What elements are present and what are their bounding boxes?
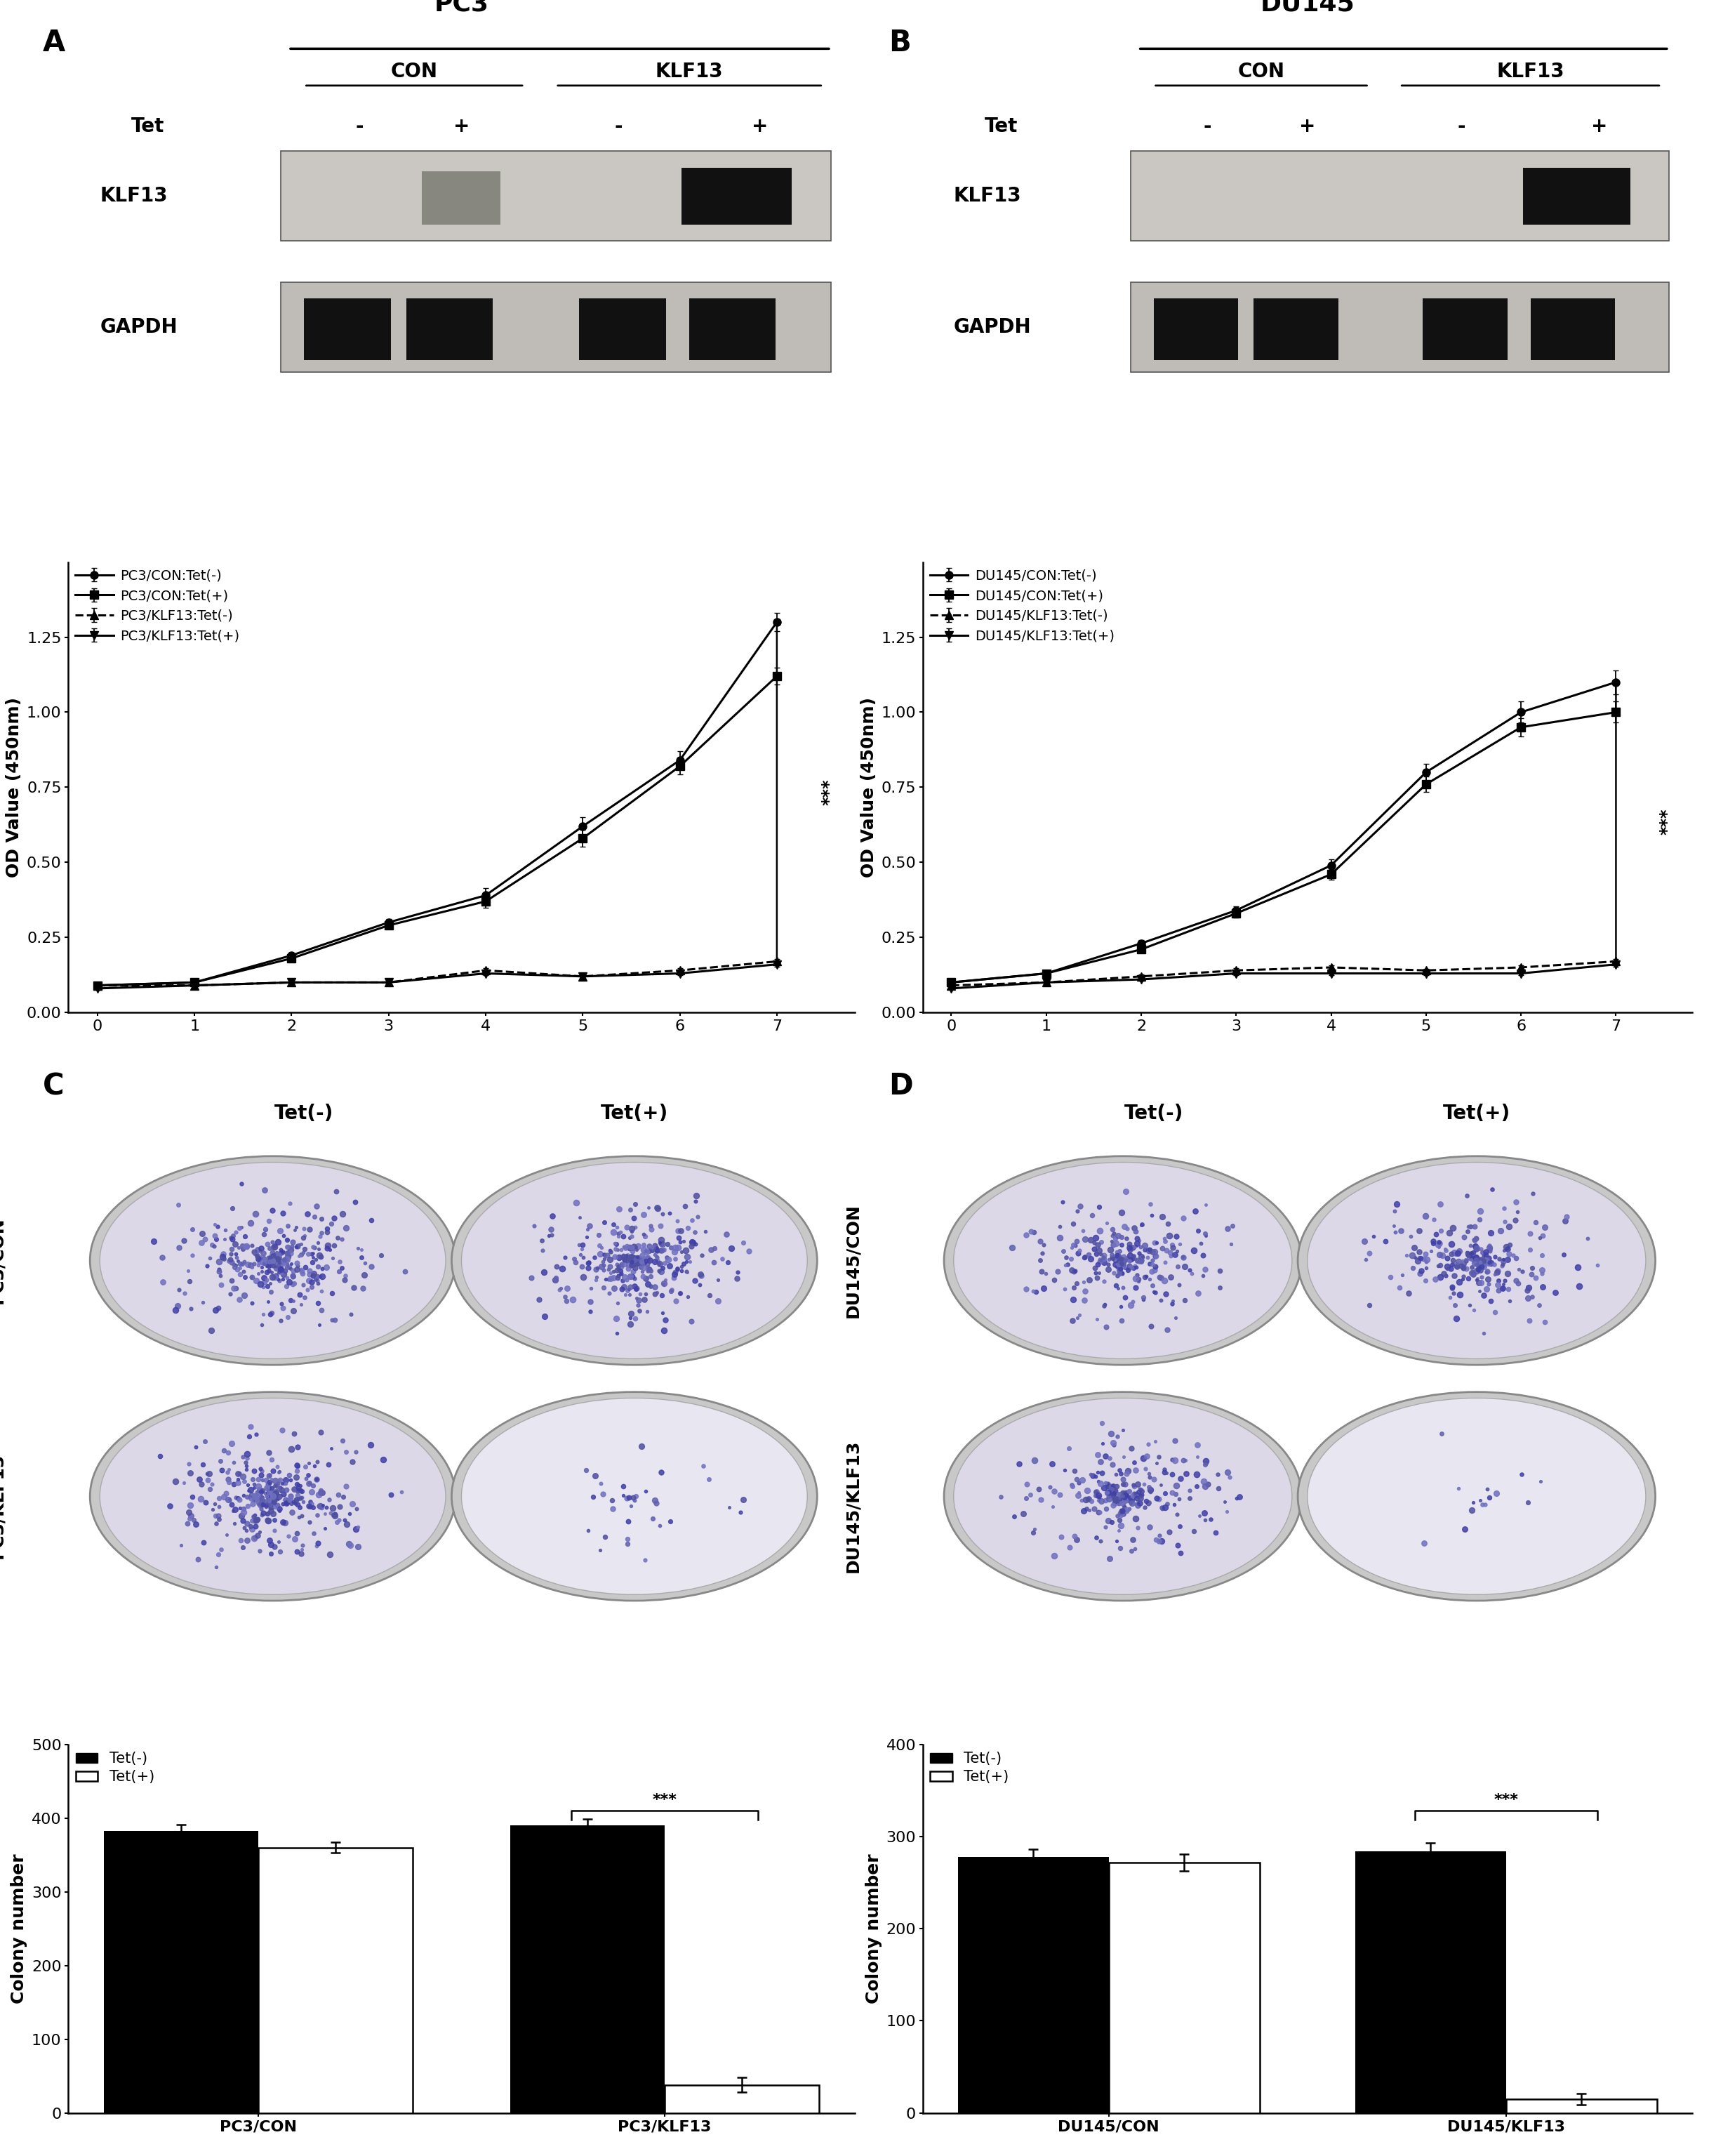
- Text: A: A: [43, 28, 65, 58]
- Bar: [1506, 2100, 1658, 2113]
- Text: KLF13: KLF13: [1497, 63, 1564, 82]
- Ellipse shape: [451, 1156, 817, 1365]
- Text: -: -: [355, 116, 364, 136]
- Y-axis label: OD Value (450nm): OD Value (450nm): [860, 696, 877, 877]
- Ellipse shape: [1307, 1162, 1646, 1358]
- Y-axis label: Colony number: Colony number: [865, 1854, 882, 2003]
- Bar: [1131, 282, 1668, 373]
- Text: +: +: [752, 116, 769, 136]
- Ellipse shape: [1297, 1156, 1656, 1365]
- Text: Tet(-): Tet(-): [275, 1104, 333, 1123]
- Text: KLF13: KLF13: [656, 63, 723, 82]
- Text: D: D: [889, 1072, 913, 1102]
- Bar: [682, 168, 791, 224]
- Text: Tet: Tet: [132, 116, 164, 136]
- Text: DU145/KLF13: DU145/KLF13: [844, 1440, 861, 1572]
- Text: DU145: DU145: [1260, 0, 1355, 15]
- Text: -: -: [615, 116, 622, 136]
- Text: C: C: [43, 1072, 65, 1102]
- Ellipse shape: [461, 1162, 807, 1358]
- Text: ***: ***: [1494, 1794, 1518, 1807]
- Text: +: +: [1591, 116, 1608, 136]
- Ellipse shape: [943, 1156, 1302, 1365]
- Text: +: +: [453, 116, 470, 136]
- Bar: [1424, 298, 1507, 360]
- Text: -: -: [1458, 116, 1465, 136]
- Y-axis label: OD Value (450nm): OD Value (450nm): [5, 696, 22, 877]
- Text: PC3/KLF13: PC3/KLF13: [0, 1453, 5, 1559]
- Legend: DU145/CON:Tet(-), DU145/CON:Tet(+), DU145/KLF13:Tet(-), DU145/KLF13:Tet(+): DU145/CON:Tet(-), DU145/CON:Tet(+), DU14…: [930, 569, 1114, 642]
- Legend: Tet(-), Tet(+): Tet(-), Tet(+): [930, 1751, 1008, 1785]
- Ellipse shape: [451, 1393, 817, 1600]
- Bar: [280, 151, 831, 241]
- Bar: [511, 1826, 665, 2113]
- Bar: [1154, 298, 1237, 360]
- Bar: [422, 172, 501, 224]
- Bar: [1254, 298, 1338, 360]
- Ellipse shape: [1307, 1397, 1646, 1595]
- Text: Tet(-): Tet(-): [1125, 1104, 1183, 1123]
- Text: KLF13: KLF13: [99, 185, 167, 207]
- Text: ***: ***: [1659, 808, 1675, 834]
- Text: PC3/CON: PC3/CON: [0, 1218, 5, 1304]
- Ellipse shape: [91, 1156, 456, 1365]
- Bar: [665, 2085, 819, 2113]
- Ellipse shape: [91, 1393, 456, 1600]
- Text: DU145/CON: DU145/CON: [844, 1203, 861, 1317]
- Text: B: B: [889, 28, 911, 58]
- Text: Tet: Tet: [984, 116, 1017, 136]
- Text: Tet(+): Tet(+): [1442, 1104, 1511, 1123]
- Bar: [407, 298, 492, 360]
- Bar: [1531, 298, 1615, 360]
- Bar: [1523, 168, 1630, 224]
- Text: ***: ***: [653, 1794, 677, 1807]
- Text: CON: CON: [391, 63, 438, 82]
- Ellipse shape: [99, 1397, 446, 1595]
- Legend: PC3/CON:Tet(-), PC3/CON:Tet(+), PC3/KLF13:Tet(-), PC3/KLF13:Tet(+): PC3/CON:Tet(-), PC3/CON:Tet(+), PC3/KLF1…: [75, 569, 239, 642]
- Legend: Tet(-), Tet(+): Tet(-), Tet(+): [75, 1751, 154, 1785]
- Ellipse shape: [1297, 1393, 1656, 1600]
- Ellipse shape: [99, 1162, 446, 1358]
- Bar: [1355, 1852, 1506, 2113]
- Bar: [1131, 151, 1668, 241]
- Text: CON: CON: [1237, 63, 1285, 82]
- Text: PC3: PC3: [434, 0, 489, 15]
- Ellipse shape: [954, 1397, 1292, 1595]
- Text: KLF13: KLF13: [954, 185, 1022, 207]
- Bar: [957, 1856, 1109, 2113]
- Ellipse shape: [461, 1397, 807, 1595]
- Ellipse shape: [954, 1162, 1292, 1358]
- Bar: [304, 298, 391, 360]
- Bar: [280, 282, 831, 373]
- Text: Tet(+): Tet(+): [600, 1104, 668, 1123]
- Text: +: +: [1299, 116, 1316, 136]
- Bar: [1109, 1863, 1260, 2113]
- Text: -: -: [1203, 116, 1212, 136]
- Bar: [104, 1830, 258, 2113]
- Text: GAPDH: GAPDH: [954, 317, 1031, 336]
- Text: ***: ***: [820, 778, 837, 804]
- Bar: [258, 1848, 412, 2113]
- Y-axis label: Colony number: Colony number: [10, 1854, 27, 2003]
- Text: GAPDH: GAPDH: [99, 317, 178, 336]
- Bar: [689, 298, 776, 360]
- Ellipse shape: [943, 1393, 1302, 1600]
- Bar: [579, 298, 667, 360]
